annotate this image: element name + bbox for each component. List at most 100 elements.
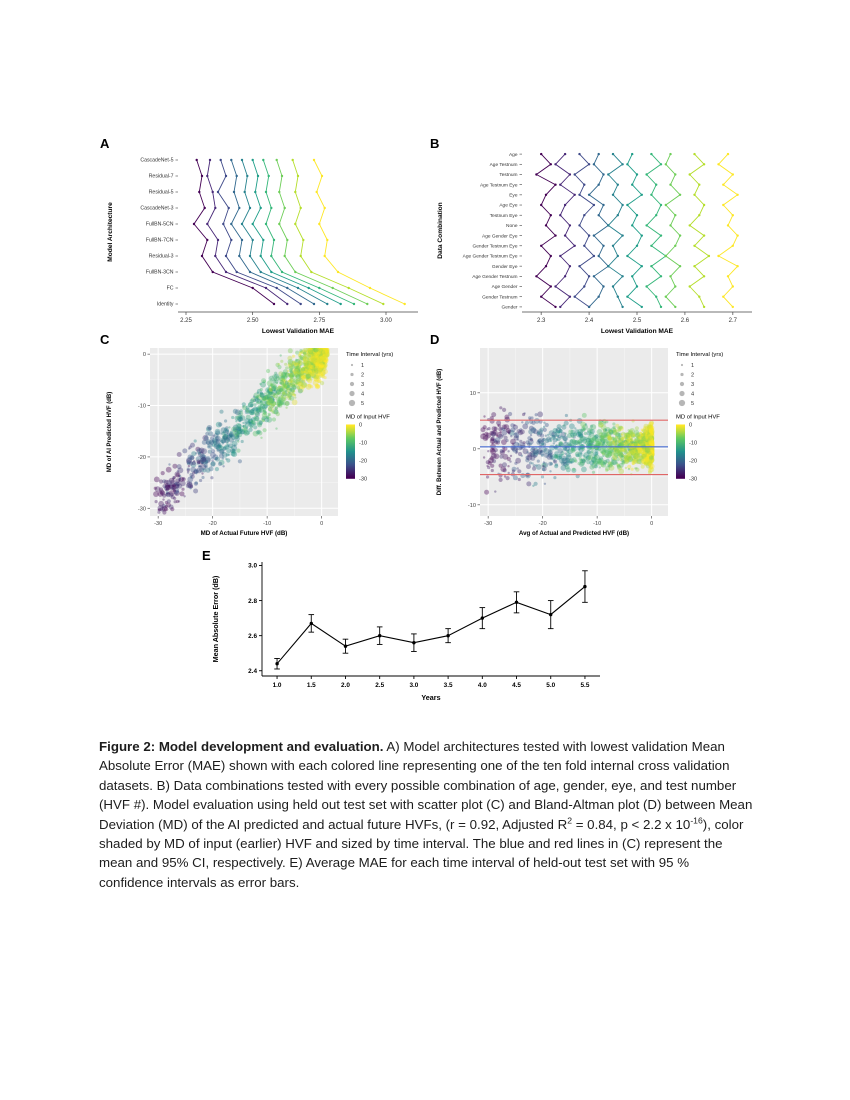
- svg-text:0: 0: [473, 447, 476, 453]
- svg-text:Age Testnum: Age Testnum: [490, 162, 518, 168]
- svg-text:-30: -30: [359, 477, 367, 483]
- svg-text:1.5: 1.5: [307, 682, 316, 689]
- svg-text:3.5: 3.5: [444, 682, 453, 689]
- panel-c: C -30 -20 -10 0 0 -10 -20 -30 MD of Actual Futur…: [98, 332, 430, 550]
- svg-text:-30: -30: [484, 521, 492, 527]
- svg-text:-20: -20: [539, 521, 547, 527]
- svg-text:Age Gender Eye: Age Gender Eye: [482, 233, 518, 239]
- panel-b-chart: 2.3 2.4 2.5 2.6 2.7 Age Age Testnum Testnum Age …: [437, 152, 752, 335]
- svg-text:Years: Years: [421, 693, 440, 702]
- svg-text:FullBN-3CN: FullBN-3CN: [146, 270, 174, 276]
- svg-text:2.6: 2.6: [681, 318, 690, 324]
- svg-text:-20: -20: [138, 455, 146, 461]
- svg-text:Time Interval (yrs): Time Interval (yrs): [346, 352, 393, 358]
- svg-text:3: 3: [691, 382, 694, 388]
- svg-text:0: 0: [359, 423, 362, 429]
- svg-text:-30: -30: [154, 521, 162, 527]
- svg-text:2.3: 2.3: [537, 318, 546, 324]
- svg-text:Lowest Validation MAE: Lowest Validation MAE: [262, 328, 335, 335]
- svg-text:2.50: 2.50: [247, 318, 259, 324]
- svg-text:2.8: 2.8: [248, 598, 257, 605]
- svg-text:-10: -10: [593, 521, 601, 527]
- svg-text:Gender Testnum Eye: Gender Testnum Eye: [473, 243, 518, 249]
- svg-text:MD of Input HVF: MD of Input HVF: [676, 415, 720, 421]
- svg-text:Testnum: Testnum: [499, 172, 517, 178]
- svg-text:MD of Actual Future HVF (dB): MD of Actual Future HVF (dB): [201, 530, 288, 537]
- svg-text:2.25: 2.25: [180, 318, 192, 324]
- svg-text:2.0: 2.0: [341, 682, 350, 689]
- svg-text:Diff. Between Actual and Predi: Diff. Between Actual and Predicted HVF (…: [437, 369, 443, 495]
- svg-text:Gender Eye: Gender Eye: [492, 264, 518, 270]
- svg-text:0: 0: [320, 521, 323, 527]
- panel-c-chart: -30 -20 -10 0 0 -10 -20 -30 MD of Actual Future …: [107, 348, 393, 537]
- figure-caption: Figure 2: Model development and evaluati…: [99, 739, 753, 890]
- svg-text:2: 2: [361, 373, 364, 379]
- svg-text:5: 5: [691, 401, 694, 407]
- svg-text:0: 0: [689, 423, 692, 429]
- svg-text:MD of Input HVF: MD of Input HVF: [346, 415, 390, 421]
- svg-text:5.0: 5.0: [546, 682, 555, 689]
- panel-b: B 2.3 2.4 2.5 2.6 2.7 Age Age Testnum Testnum Ag…: [428, 136, 760, 341]
- svg-text:2.5: 2.5: [375, 682, 384, 689]
- svg-text:FC: FC: [167, 286, 174, 292]
- svg-text:10: 10: [470, 391, 476, 397]
- svg-text:2.4: 2.4: [585, 318, 594, 324]
- svg-text:Time Interval (yrs): Time Interval (yrs): [676, 352, 723, 358]
- svg-text:-10: -10: [689, 441, 697, 447]
- svg-text:Age Gender: Age Gender: [492, 284, 518, 290]
- svg-text:Age Gender Testnum Eye: Age Gender Testnum Eye: [463, 254, 518, 260]
- svg-text:2.7: 2.7: [729, 318, 738, 324]
- svg-text:-10: -10: [468, 503, 476, 509]
- svg-text:Model Architecture: Model Architecture: [107, 202, 114, 262]
- svg-text:Age Eye: Age Eye: [499, 203, 517, 209]
- svg-text:Age Testnum Eye: Age Testnum Eye: [480, 182, 518, 188]
- svg-text:1: 1: [361, 363, 364, 369]
- svg-text:Lowest Validation MAE: Lowest Validation MAE: [601, 328, 674, 335]
- svg-text:-30: -30: [689, 477, 697, 483]
- svg-text:Mean Absolute Error (dB): Mean Absolute Error (dB): [211, 575, 220, 662]
- svg-text:2.75: 2.75: [313, 318, 325, 324]
- svg-text:None: None: [506, 223, 518, 229]
- svg-text:2.4: 2.4: [248, 668, 257, 675]
- svg-text:4.5: 4.5: [512, 682, 521, 689]
- panel-b-label: B: [430, 136, 440, 151]
- panel-a: A 2.25 2.50 2.75 3.00 CascadeNet-5 Residual-7…: [98, 136, 428, 341]
- panel-a-chart: 2.25 2.50 2.75 3.00 CascadeNet-5 Residual-7 Re…: [107, 158, 418, 335]
- svg-text:5.5: 5.5: [581, 682, 590, 689]
- svg-text:3.0: 3.0: [409, 682, 418, 689]
- svg-text:Age: Age: [509, 152, 518, 158]
- svg-text:-10: -10: [359, 441, 367, 447]
- svg-text:Residual-3: Residual-3: [149, 254, 174, 260]
- svg-text:4: 4: [691, 392, 694, 398]
- svg-text:1.0: 1.0: [273, 682, 282, 689]
- svg-text:Age Gender Testnum: Age Gender Testnum: [472, 274, 517, 280]
- svg-text:3: 3: [361, 382, 364, 388]
- svg-text:-20: -20: [689, 459, 697, 465]
- svg-text:1: 1: [691, 363, 694, 369]
- svg-text:-20: -20: [209, 521, 217, 527]
- svg-text:3.0: 3.0: [248, 563, 257, 570]
- svg-text:2.6: 2.6: [248, 633, 257, 640]
- panel-e-chart: 2.4 2.6 2.8 3.0 1.0 1.5 2.0 2.5 3.0 3.5 4.0 4.5 5.0 5…: [211, 562, 600, 702]
- svg-text:-30: -30: [138, 506, 146, 512]
- panel-a-label: A: [100, 136, 110, 151]
- panel-e: E 2.4 2.6 2.8 3.0 1.0 1.5 2.0 2.5 3.0 3.5 4.0 4.5 5.…: [200, 548, 620, 720]
- svg-text:0: 0: [650, 521, 653, 527]
- svg-text:5: 5: [361, 401, 364, 407]
- svg-text:FullBN-7CN: FullBN-7CN: [146, 238, 174, 244]
- svg-text:Identity: Identity: [157, 302, 174, 308]
- svg-text:-20: -20: [359, 459, 367, 465]
- svg-text:2.5: 2.5: [633, 318, 642, 324]
- svg-text:-10: -10: [138, 404, 146, 410]
- panel-d: D -30 -20 -10 0 10 0 -10 Avg of Actual and Pred…: [428, 332, 760, 550]
- svg-text:Data Combination: Data Combination: [437, 202, 444, 258]
- svg-text:Gender Testnum: Gender Testnum: [482, 294, 517, 300]
- panel-c-label: C: [100, 332, 110, 347]
- svg-text:MD of AI Predicted HVF (dB): MD of AI Predicted HVF (dB): [107, 392, 113, 472]
- svg-text:CascadeNet-5: CascadeNet-5: [140, 158, 173, 164]
- svg-text:2: 2: [691, 373, 694, 379]
- svg-text:Eye: Eye: [509, 193, 518, 199]
- svg-text:Avg of Actual and Predicted HV: Avg of Actual and Predicted HVF (dB): [519, 530, 629, 537]
